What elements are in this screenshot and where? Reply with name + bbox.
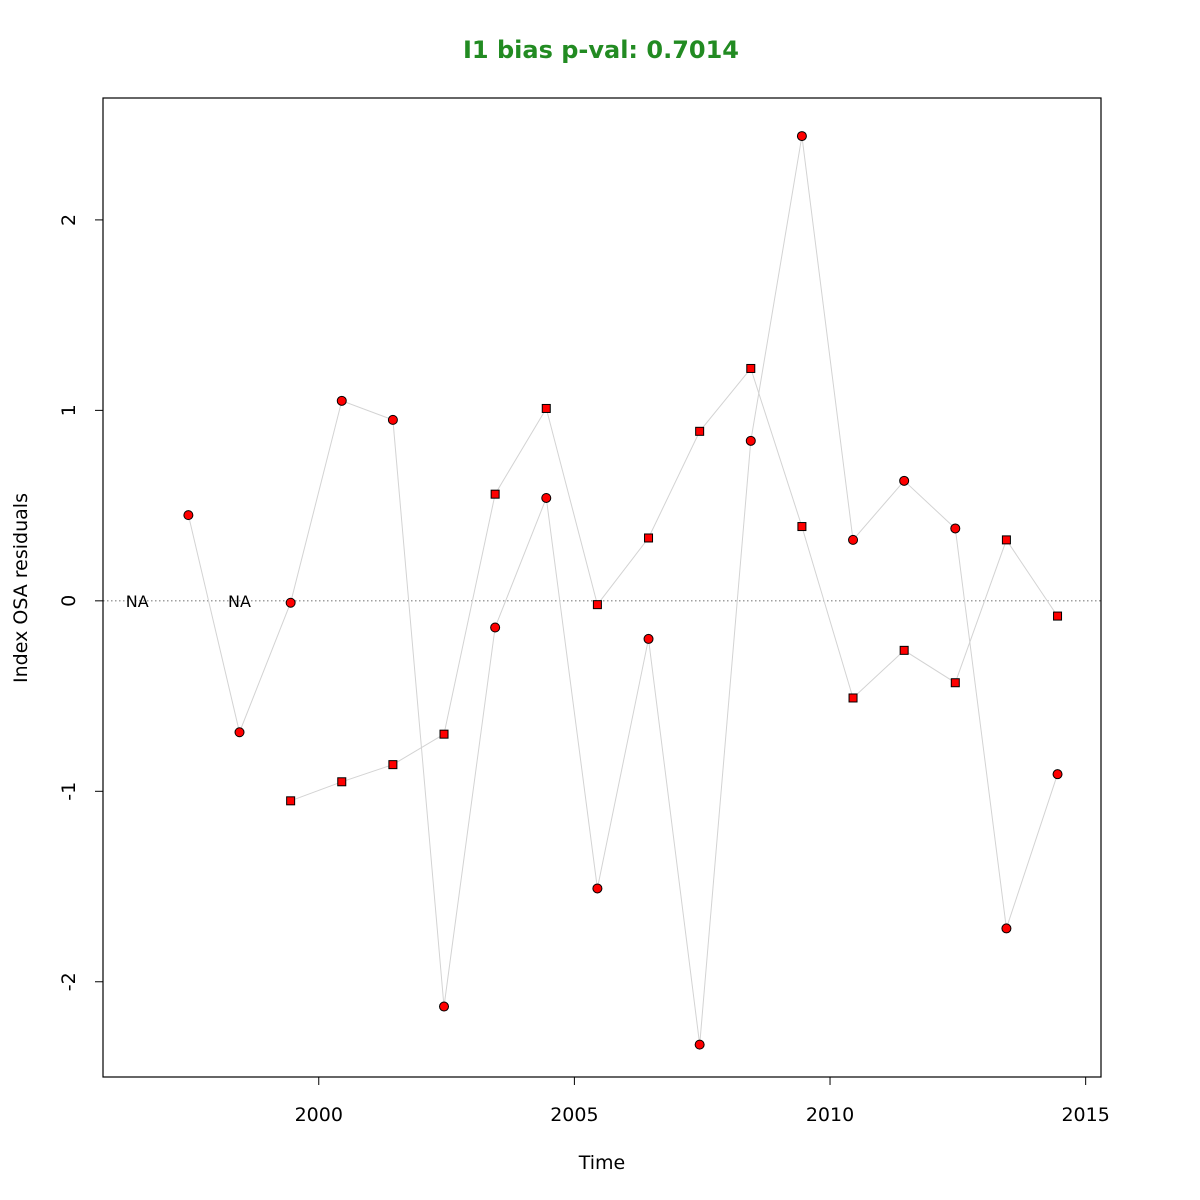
series-2-point — [541, 403, 551, 413]
series-1-point — [336, 395, 347, 406]
x-axis-label: Time — [578, 1152, 626, 1174]
series-1-connector — [187, 136, 1058, 1045]
series-connectors — [187, 136, 1058, 1045]
series-1-point — [541, 492, 552, 503]
series-2-connector — [290, 367, 1058, 802]
series-1-point — [796, 131, 807, 142]
x-tick-label: 2015 — [1061, 1104, 1109, 1126]
x-tick-label: 2005 — [550, 1104, 598, 1126]
series-1-point — [1052, 769, 1063, 780]
na-label: NA — [126, 592, 149, 611]
series-1-point — [490, 622, 501, 633]
series-1-point — [694, 1039, 705, 1050]
series-1-point — [183, 510, 194, 521]
x-axis: 2000 2005 2010 2015 — [295, 1076, 1110, 1126]
data-points — [183, 131, 1063, 1050]
series-2-point — [797, 522, 807, 532]
series-2-point — [950, 678, 960, 688]
series-1-point — [848, 534, 859, 545]
na-label: NA — [228, 592, 251, 611]
y-tick-label: -2 — [58, 972, 80, 991]
na-labels: NA NA — [126, 592, 251, 611]
series-2-point — [490, 489, 500, 499]
series-2-point — [439, 729, 449, 739]
series-2-point — [746, 363, 756, 373]
series-1-point — [285, 597, 296, 608]
x-tick-label: 2000 — [295, 1104, 343, 1126]
series-2-point — [695, 426, 705, 436]
series-1-point — [950, 523, 961, 534]
series-1-point — [387, 414, 398, 425]
series-2-point — [286, 796, 296, 806]
series-1-point — [234, 727, 245, 738]
plot-frame — [102, 97, 1102, 1078]
y-tick-label: -1 — [58, 782, 80, 801]
series-2-point — [899, 645, 909, 655]
chart-title: I1 bias p-val: 0.7014 — [463, 36, 739, 64]
series-2-point — [388, 760, 398, 770]
y-axis-label: Index OSA residuals — [10, 493, 32, 683]
series-1-point — [643, 633, 654, 644]
series-2-point — [1001, 535, 1011, 545]
series-2-point — [644, 533, 654, 543]
series-2-point — [592, 600, 602, 610]
series-1-point — [592, 883, 603, 894]
x-tick-label: 2010 — [806, 1104, 854, 1126]
series-2-point — [337, 777, 347, 787]
series-1-point — [1001, 923, 1012, 934]
y-tick-label: 1 — [58, 404, 80, 416]
series-2-point — [848, 693, 858, 703]
y-tick-label: 0 — [58, 595, 80, 607]
series-1-point — [745, 435, 756, 446]
y-axis: -2 -1 0 1 2 — [58, 214, 104, 991]
series-1-point — [439, 1001, 450, 1012]
series-1-point — [899, 475, 910, 486]
series-2-point — [1053, 611, 1063, 621]
y-tick-label: 2 — [58, 214, 80, 226]
